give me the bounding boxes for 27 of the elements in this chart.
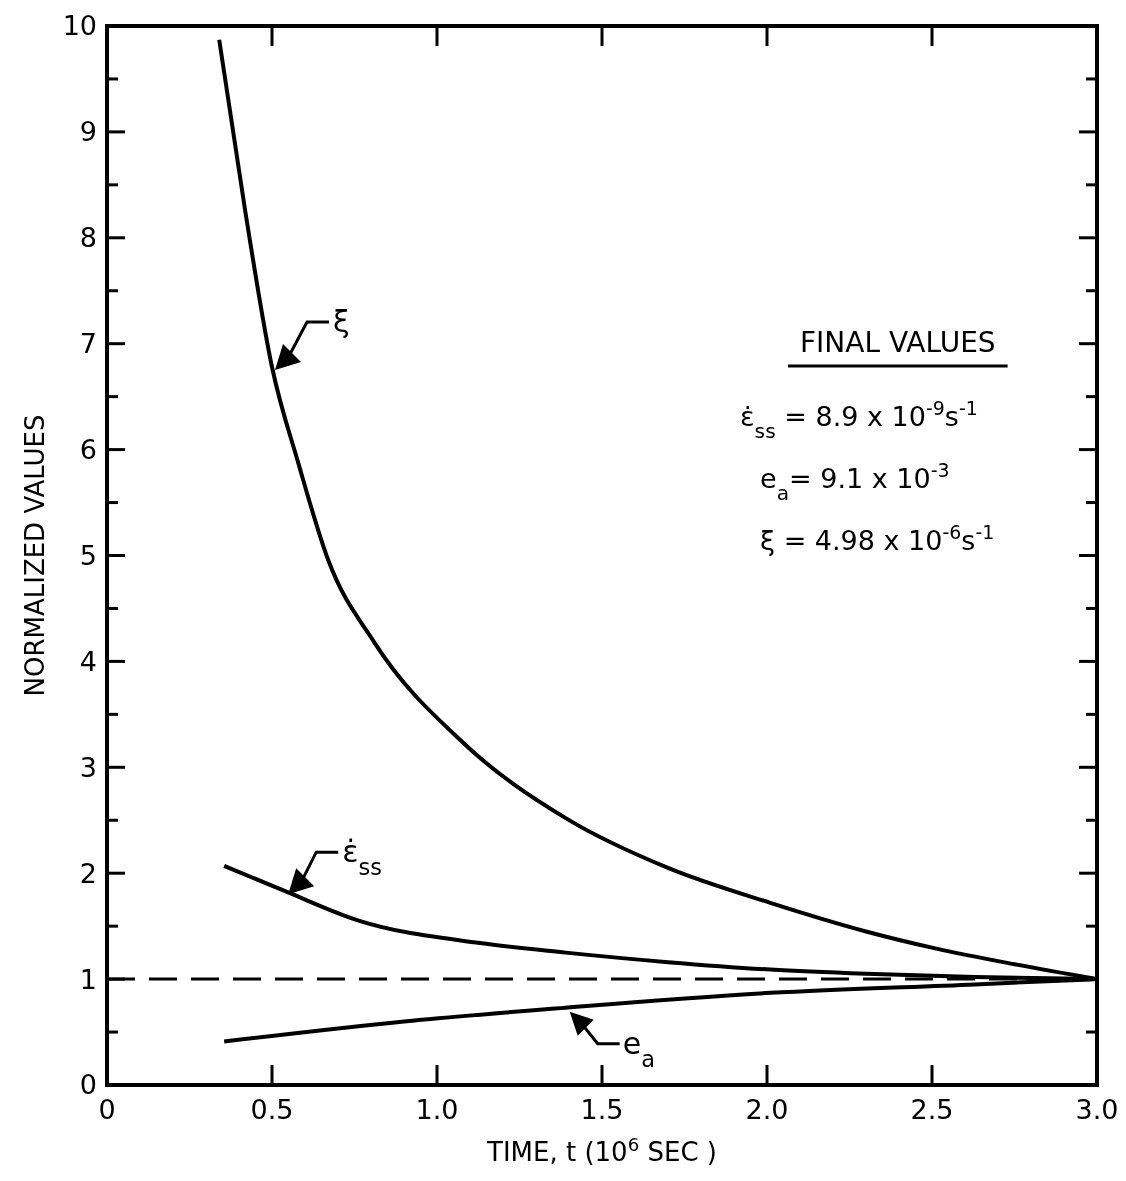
legend-label: ε̇$_{ss}$: [342, 834, 382, 881]
x-tick-label: 1.5: [580, 1094, 624, 1125]
x-tick-label: 3.0: [1075, 1094, 1119, 1125]
x-tick-label: 0: [98, 1094, 116, 1125]
legend-label: ξ: [333, 304, 350, 339]
y-tick-label: 3: [79, 751, 97, 783]
annotation: e$_{a}$= 9.1 x 10$^{-3}$: [760, 459, 950, 505]
y-tick-label: 9: [79, 116, 97, 148]
x-tick-label: 1.0: [415, 1094, 459, 1125]
x-axis-title: TIME, t (10$^{6}$ SEC ): [486, 1133, 717, 1167]
annotation: FINAL VALUES: [800, 326, 996, 359]
y-tick-label: 8: [79, 222, 97, 254]
annotation: ξ = 4.98 x 10$^{-6}$s$^{-1}$: [760, 521, 995, 556]
legend-label: e$_{a}$: [622, 1025, 655, 1072]
y-axis-title: NORMALIZED VALUES: [20, 414, 50, 697]
x-tick-label: 0.5: [250, 1094, 294, 1125]
y-tick-label: 5: [79, 539, 97, 571]
annotation: ε̇$_{ss}$ = 8.9 x 10$^{-9}$s$^{-1}$: [740, 397, 978, 443]
y-tick-label: 0: [79, 1069, 97, 1101]
y-tick-label: 10: [62, 10, 97, 42]
y-tick-label: 4: [79, 645, 97, 677]
y-tick-label: 2: [79, 857, 97, 889]
y-tick-label: 1: [79, 963, 97, 995]
x-tick-label: 2.5: [910, 1094, 954, 1125]
y-tick-label: 7: [79, 328, 97, 360]
x-tick-label: 2.0: [745, 1094, 789, 1125]
y-tick-label: 6: [79, 434, 97, 466]
